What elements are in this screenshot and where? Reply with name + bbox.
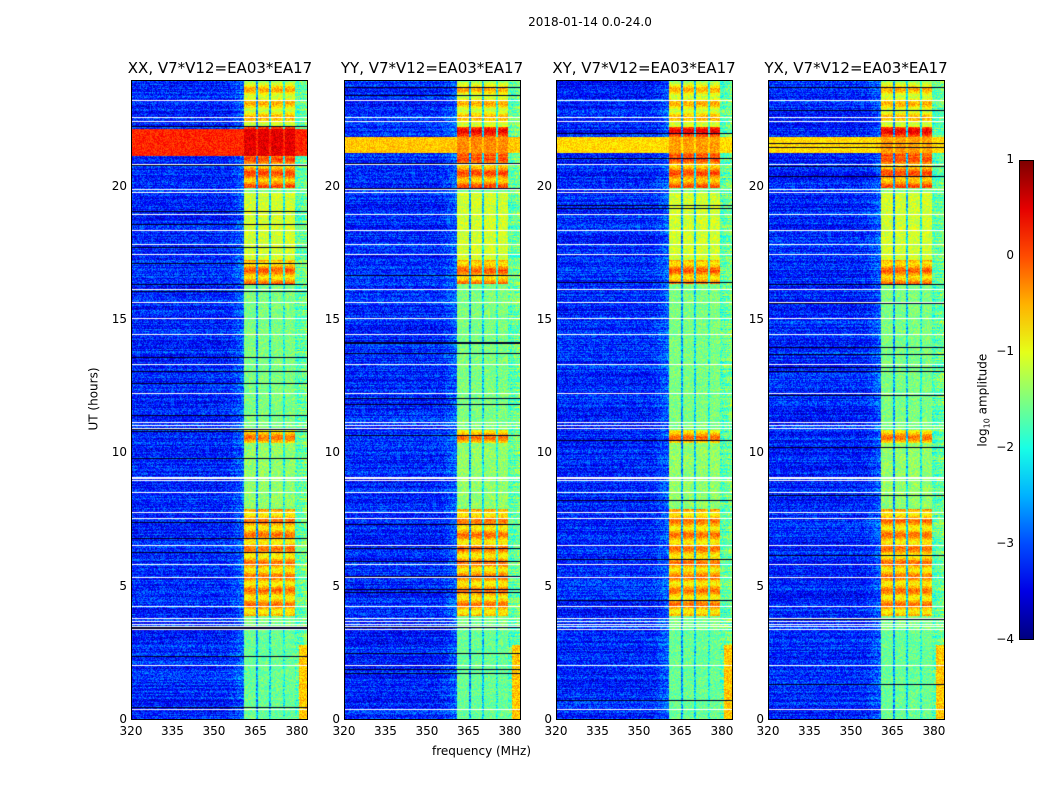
y-tick-label: 20: [536, 178, 552, 193]
x-tick-label: 365: [669, 724, 692, 738]
colorbar-tick-label: −1: [996, 344, 1014, 358]
x-tick-label: 380: [710, 724, 734, 738]
colorbar-tick-label: 0: [1006, 248, 1014, 262]
x-tick-label: 335: [798, 724, 821, 738]
y-tick-label: 5: [756, 578, 764, 593]
x-tick-label: 350: [415, 724, 439, 738]
y-tick-label: 10: [324, 445, 340, 460]
x-tick-label: 335: [161, 724, 184, 738]
y-tick-label: 10: [748, 445, 764, 460]
x-axis-label: frequency (MHz): [432, 744, 532, 758]
colorbar-tick-label: −4: [996, 632, 1014, 646]
y-tick-label: 15: [748, 312, 764, 326]
y-tick-label: 15: [111, 312, 127, 326]
y-tick-label: 20: [324, 178, 340, 193]
y-tick-label: 5: [544, 578, 552, 593]
y-tick-label: 15: [536, 312, 552, 326]
y-tick-label: 10: [111, 445, 127, 460]
colorbar-tick-label: −2: [996, 440, 1014, 454]
x-tick-label: 380: [498, 724, 522, 738]
x-tick-label: 320: [544, 724, 568, 738]
panel-title-yx: YX, V7*V12=EA03*EA17: [764, 59, 948, 77]
y-tick-label: 0: [756, 712, 764, 726]
panel-title-xx: XX, V7*V12=EA03*EA17: [127, 59, 313, 77]
colorbar: [1019, 160, 1034, 640]
y-tick-label: 0: [332, 712, 340, 726]
x-tick-label: 320: [332, 724, 356, 738]
panel-title-xy: XY, V7*V12=EA03*EA17: [552, 59, 736, 77]
colorbar-label: log10 amplitude: [975, 354, 991, 447]
x-tick-label: 350: [839, 724, 863, 738]
heatmap-xy: [557, 81, 732, 719]
heatmap-panel-xy: [556, 80, 733, 720]
colorbar-label-sub: 10: [982, 418, 992, 429]
heatmap-xx: [132, 81, 307, 719]
x-tick-label: 365: [881, 724, 904, 738]
x-tick-label: 380: [922, 724, 946, 738]
y-tick-label: 20: [748, 178, 764, 193]
x-tick-label: 335: [586, 724, 609, 738]
heatmap-panel-xx: [131, 80, 308, 720]
heatmap-panel-yy: [344, 80, 521, 720]
x-tick-label: 320: [756, 724, 780, 738]
y-tick-label: 5: [119, 578, 127, 593]
y-tick-label: 20: [111, 178, 127, 193]
x-tick-label: 350: [202, 724, 226, 738]
figure-title: 2018-01-14 0.0-24.0: [528, 15, 652, 29]
heatmap-yx: [769, 81, 944, 719]
y-tick-label: 0: [119, 712, 127, 726]
y-tick-label: 0: [544, 712, 552, 726]
y-tick-label: 5: [332, 578, 340, 593]
x-tick-label: 350: [627, 724, 651, 738]
x-tick-label: 380: [285, 724, 309, 738]
y-axis-label: UT (hours): [86, 367, 101, 431]
colorbar-label-rest: amplitude: [975, 353, 990, 419]
panel-title-yy: YY, V7*V12=EA03*EA17: [340, 59, 524, 77]
y-tick-label: 10: [536, 445, 552, 460]
colorbar-tick-label: 1: [1006, 152, 1014, 166]
x-tick-label: 335: [374, 724, 397, 738]
heatmap-panel-yx: [768, 80, 945, 720]
x-tick-label: 320: [119, 724, 143, 738]
colorbar-tick-label: −3: [996, 536, 1014, 550]
y-tick-label: 15: [324, 312, 340, 326]
heatmap-yy: [345, 81, 520, 719]
x-tick-label: 365: [457, 724, 480, 738]
x-tick-label: 365: [244, 724, 267, 738]
